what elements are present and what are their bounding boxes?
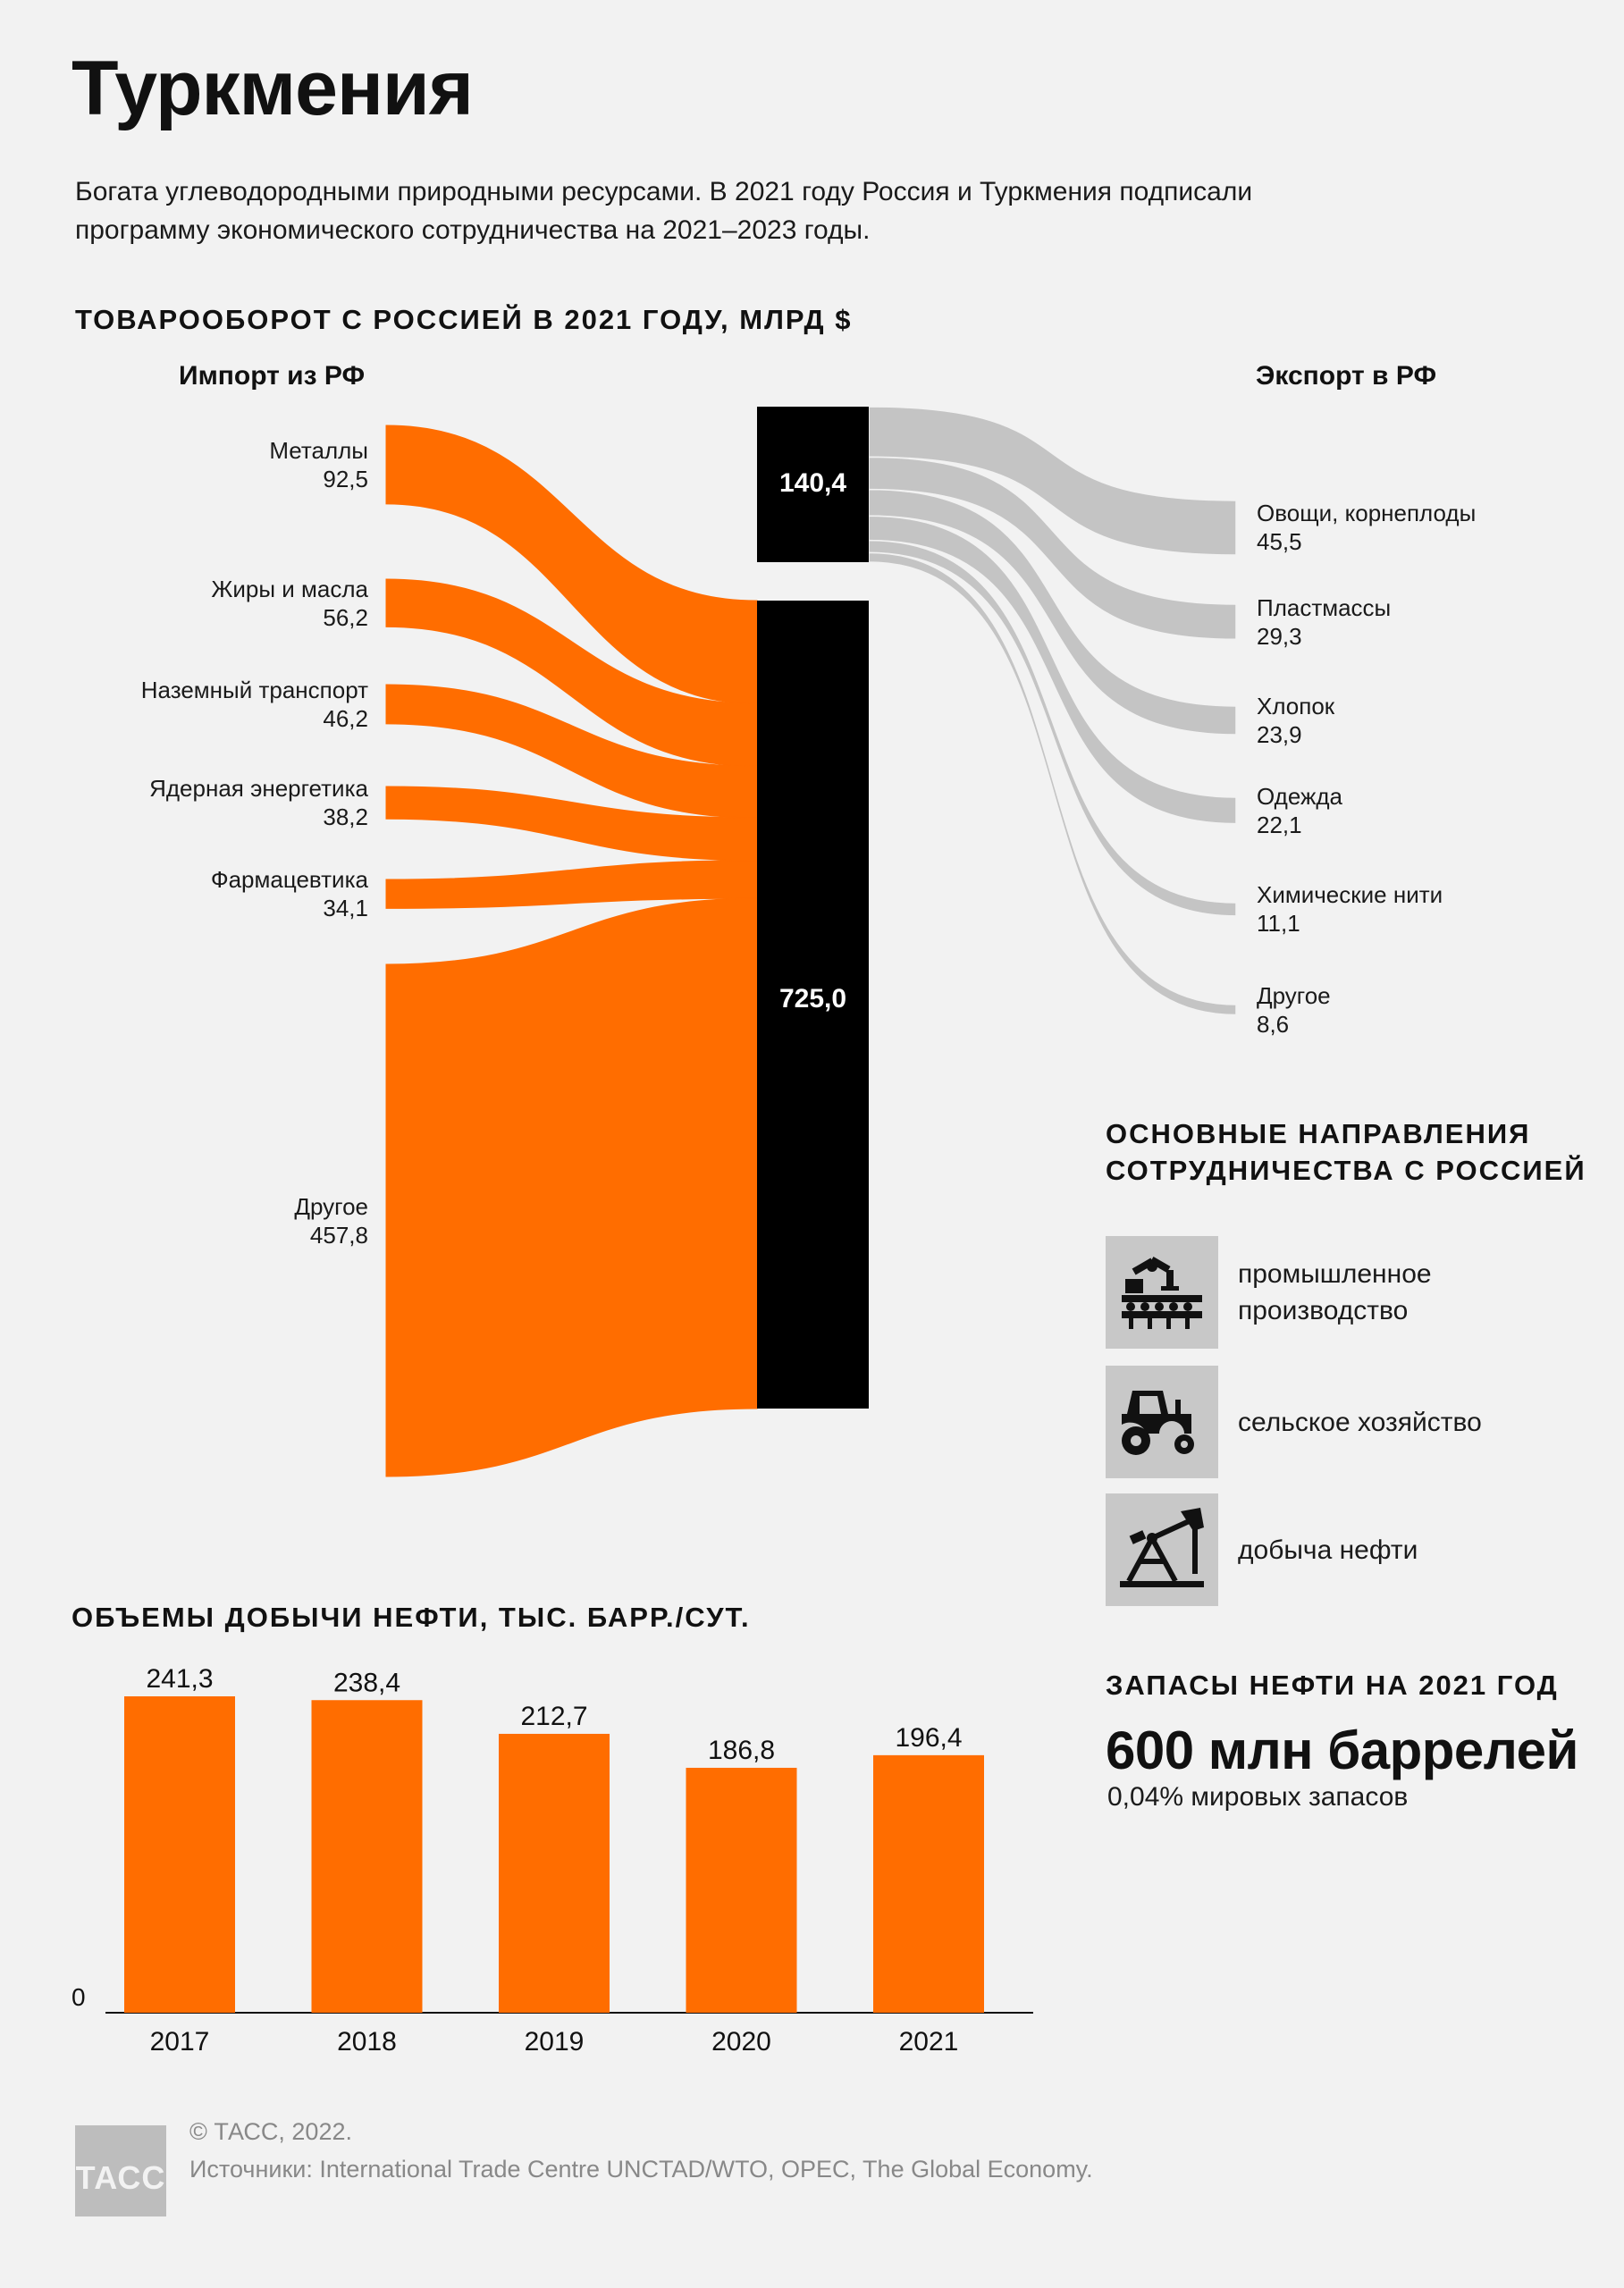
export-name-4: Химические нити bbox=[1257, 881, 1443, 909]
oil-bar-category-2019: 2019 bbox=[525, 2027, 585, 2057]
cooperation-label-oil: добыча нефти bbox=[1238, 1535, 1418, 1565]
cooperation-item-agriculture: сельское хозяйство bbox=[1106, 1366, 1588, 1478]
export-name-5: Другое bbox=[1257, 981, 1331, 1009]
export-label-3: Одежда 22,1 bbox=[1257, 782, 1342, 839]
import-label-1: Жиры и масла 56,2 bbox=[11, 575, 368, 632]
export-value-0: 45,5 bbox=[1257, 528, 1302, 556]
cooperation-label-agriculture: сельское хозяйство bbox=[1238, 1407, 1482, 1437]
import-total-label: 725,0 bbox=[779, 984, 846, 1014]
copyright: © ТАСС, 2022. bbox=[189, 2118, 352, 2145]
export-name-0: Овощи, корнеплоды bbox=[1257, 500, 1477, 527]
export-value-3: 22,1 bbox=[1257, 811, 1302, 838]
import-name-5: Другое bbox=[294, 1192, 368, 1220]
export-label-4: Химические нити 11,1 bbox=[1257, 880, 1443, 938]
import-label-4: Фармацевтика 34,1 bbox=[11, 865, 368, 922]
cooperation-item-oil: добыча нефти bbox=[1106, 1493, 1588, 1606]
oil-bar-category-2018: 2018 bbox=[337, 2027, 397, 2057]
export-label-0: Овощи, корнеплоды 45,5 bbox=[1257, 499, 1476, 556]
oil-bar-2019 bbox=[499, 1733, 610, 2013]
export-flow-2 bbox=[868, 488, 1237, 736]
trade-chart-title: ТОВАРООБОРОТ С РОССИЕЙ В 2021 ГОДУ, МЛРД… bbox=[75, 304, 853, 335]
import-value-2: 46,2 bbox=[323, 704, 368, 732]
industrial-robot-icon bbox=[1106, 1236, 1218, 1349]
export-name-1: Пластмассы bbox=[1257, 593, 1392, 621]
import-heading: Импорт из РФ bbox=[179, 361, 366, 391]
import-value-4: 34,1 bbox=[323, 895, 368, 922]
oil-bar-value-2019: 212,7 bbox=[520, 1702, 587, 1731]
import-value-1: 56,2 bbox=[323, 603, 368, 631]
export-value-1: 29,3 bbox=[1257, 622, 1302, 650]
export-label-2: Хлопок 23,9 bbox=[1257, 692, 1334, 749]
page-subtitle: Богата углеводородными природными ресурс… bbox=[75, 177, 1253, 245]
sources: Источники: International Trade Centre UN… bbox=[189, 2156, 1093, 2183]
export-total-bar bbox=[757, 407, 869, 562]
export-heading: Экспорт в РФ bbox=[1256, 361, 1437, 391]
import-name-2: Наземный транспорт bbox=[140, 676, 368, 703]
oil-bar-2021 bbox=[873, 1754, 984, 2013]
trade-sankey-chart: 140,4 725,0 bbox=[385, 406, 1237, 1477]
oil-bar-category-2020: 2020 bbox=[711, 2027, 771, 2057]
import-name-3: Ядерная энергетика bbox=[149, 775, 368, 803]
import-name-1: Жиры и масла bbox=[211, 575, 368, 602]
cooperation-title: ОСНОВНЫЕ НАПРАВЛЕНИЯ СОТРУДНИЧЕСТВА С РО… bbox=[1106, 1118, 1586, 1186]
import-flow-5 bbox=[385, 897, 758, 1477]
import-label-0: Металлы 92,5 bbox=[11, 436, 368, 493]
oil-bar-value-2021: 196,4 bbox=[895, 1723, 962, 1753]
oil-bar-category-2017: 2017 bbox=[150, 2027, 210, 2057]
export-flow-5 bbox=[868, 551, 1237, 1016]
cooperation-label-industry: промышленное производство bbox=[1238, 1259, 1432, 1325]
import-value-3: 38,2 bbox=[323, 803, 368, 831]
export-flow-1 bbox=[868, 456, 1237, 641]
import-name-0: Металлы bbox=[269, 436, 368, 464]
export-flow-3 bbox=[868, 515, 1237, 825]
export-label-1: Пластмассы 29,3 bbox=[1257, 593, 1391, 651]
oil-bar-2020 bbox=[686, 1767, 797, 2013]
import-label-2: Наземный транспорт 46,2 bbox=[11, 676, 368, 733]
reserves-share: 0,04% мировых запасов bbox=[1107, 1782, 1409, 1812]
export-name-2: Хлопок bbox=[1257, 693, 1335, 719]
oil-bar-category-2021: 2021 bbox=[899, 2027, 959, 2057]
page-title: Туркмения bbox=[72, 46, 474, 131]
export-value-2: 23,9 bbox=[1257, 721, 1302, 748]
export-value-4: 11,1 bbox=[1257, 910, 1300, 938]
import-value-0: 92,5 bbox=[323, 465, 368, 492]
oil-bar-2017 bbox=[124, 1696, 235, 2013]
export-name-3: Одежда bbox=[1257, 782, 1343, 810]
import-label-5: Другое 457,8 bbox=[11, 1192, 368, 1249]
reserves-value: 600 млн баррелей bbox=[1106, 1720, 1578, 1780]
cooperation-item-industry: промышленное производство bbox=[1106, 1236, 1588, 1349]
oil-bar-2018 bbox=[311, 1700, 423, 2013]
export-label-5: Другое 8,6 bbox=[1257, 981, 1331, 1039]
oil-bar-value-2020: 186,8 bbox=[708, 1736, 775, 1765]
oil-pump-icon bbox=[1106, 1493, 1218, 1606]
import-label-3: Ядерная энергетика 38,2 bbox=[11, 774, 368, 831]
import-name-4: Фармацевтика bbox=[210, 866, 368, 894]
oil-bar-value-2018: 238,4 bbox=[333, 1668, 400, 1697]
tass-logo: ТАСС bbox=[75, 2125, 166, 2216]
import-value-5: 457,8 bbox=[309, 1221, 368, 1249]
reserves-title: ЗАПАСЫ НЕФТИ НА 2021 ГОД bbox=[1106, 1670, 1559, 1701]
export-flow-0 bbox=[868, 406, 1237, 556]
oil-chart-title: ОБЪЕМЫ ДОБЫЧИ НЕФТИ, ТЫС. БАРР./СУТ. bbox=[72, 1602, 751, 1633]
tractor-icon bbox=[1106, 1366, 1218, 1478]
import-total-bar bbox=[757, 601, 869, 1409]
oil-chart-zero-label: 0 bbox=[72, 1983, 86, 2011]
export-flow-4 bbox=[868, 539, 1237, 917]
export-value-5: 8,6 bbox=[1257, 1010, 1290, 1038]
oil-bar-value-2017: 241,3 bbox=[146, 1664, 213, 1694]
export-total-label: 140,4 bbox=[779, 468, 846, 498]
